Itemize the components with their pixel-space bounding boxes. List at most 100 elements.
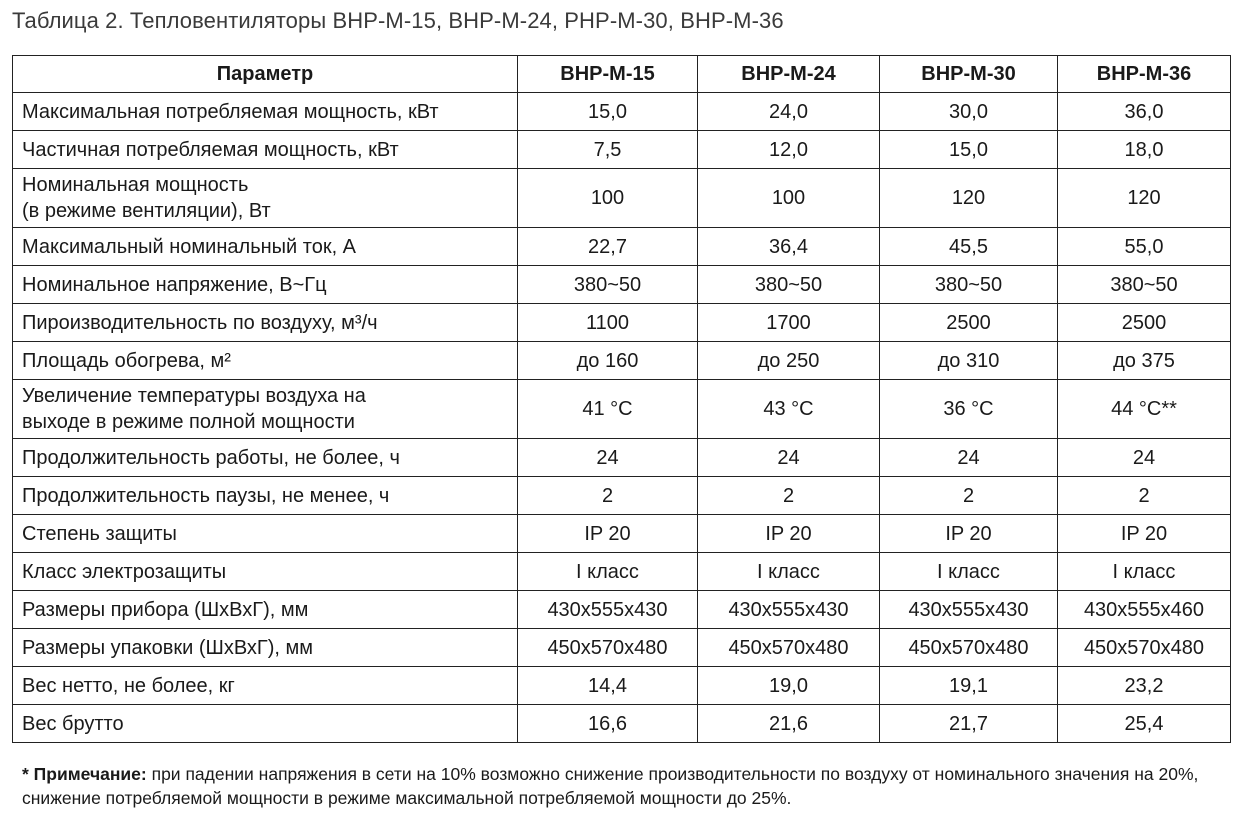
parameter-name: Пироизводительность по воздуху, м³/ч bbox=[22, 311, 378, 334]
parameter-name: Номинальная мощность bbox=[22, 174, 249, 196]
value-cell: 2500 bbox=[879, 303, 1058, 342]
value-cell: 55,0 bbox=[1057, 227, 1231, 266]
value-cell: 450x570x480 bbox=[1057, 628, 1231, 667]
value-cell: 43 °C bbox=[697, 379, 880, 439]
value-cell: 22,7 bbox=[517, 227, 698, 266]
table-header-row: Параметр ВНР-М-15 ВНР-М-24 ВНР-М-30 ВНР-… bbox=[12, 55, 1231, 93]
value-cell: 24 bbox=[879, 438, 1058, 477]
value-cell: 15,0 bbox=[879, 130, 1058, 169]
value-cell: 100 bbox=[517, 168, 698, 228]
value-cell: до 250 bbox=[697, 341, 880, 380]
parameter-cell: Размеры упаковки (ШхВхГ), мм bbox=[12, 628, 518, 667]
value-cell: 36 °C bbox=[879, 379, 1058, 439]
value-cell: 2500 bbox=[1057, 303, 1231, 342]
header-model: ВНР-М-30 bbox=[879, 55, 1058, 93]
value-cell: 430x555x430 bbox=[517, 590, 698, 629]
parameter-cell: Площадь обогрева, м² bbox=[12, 341, 518, 380]
value-cell: 36,0 bbox=[1057, 92, 1231, 131]
value-cell: 7,5 bbox=[517, 130, 698, 169]
parameter-name: Частичная потребляемая мощность, кВт bbox=[22, 138, 399, 161]
value-cell: 36,4 bbox=[697, 227, 880, 266]
parameter-cell: Максимальный номинальный ток, А bbox=[12, 227, 518, 266]
parameter-name: Размеры упаковки (ШхВхГ), мм bbox=[22, 636, 314, 659]
value-cell: 41 °C bbox=[517, 379, 698, 439]
table-row: Увеличение температуры воздуха на выходе … bbox=[12, 379, 1231, 439]
table-row: Максимальный номинальный ток, А 22,7 36,4 4… bbox=[12, 227, 1231, 266]
value-cell: I класс bbox=[517, 552, 698, 591]
value-cell: 15,0 bbox=[517, 92, 698, 131]
value-cell: I класс bbox=[1057, 552, 1231, 591]
value-cell: 120 bbox=[1057, 168, 1231, 228]
value-cell: 12,0 bbox=[697, 130, 880, 169]
value-cell: 380~50 bbox=[1057, 265, 1231, 304]
value-cell: 2 bbox=[517, 476, 698, 515]
specs-table: Параметр ВНР-М-15 ВНР-М-24 ВНР-М-30 ВНР-… bbox=[12, 55, 1231, 743]
table-row: Вес брутто 16,6 21,6 21,7 25,4 bbox=[12, 704, 1231, 743]
value-cell: 24,0 bbox=[697, 92, 880, 131]
value-cell: 45,5 bbox=[879, 227, 1058, 266]
table-row: Класс электрозащиты I класс I класс I класс… bbox=[12, 552, 1231, 591]
value-cell: IP 20 bbox=[879, 514, 1058, 553]
value-cell: 24 bbox=[697, 438, 880, 477]
value-cell: 430x555x430 bbox=[697, 590, 880, 629]
value-cell: 450x570x480 bbox=[697, 628, 880, 667]
value-cell: IP 20 bbox=[1057, 514, 1231, 553]
value-cell: I класс bbox=[697, 552, 880, 591]
parameter-name: Максимальная потребляемая мощность, кВт bbox=[22, 100, 439, 123]
table-row: Размеры упаковки (ШхВхГ), мм 450x570x480 4… bbox=[12, 628, 1231, 667]
header-model: ВНР-М-24 bbox=[697, 55, 880, 93]
parameter-cell: Класс электрозащиты bbox=[12, 552, 518, 591]
value-cell: 19,1 bbox=[879, 666, 1058, 705]
parameter-cell: Частичная потребляемая мощность, кВт bbox=[12, 130, 518, 169]
value-cell: 23,2 bbox=[1057, 666, 1231, 705]
parameter-name: Вес брутто bbox=[22, 712, 124, 735]
value-cell: 14,4 bbox=[517, 666, 698, 705]
value-cell: 450x570x480 bbox=[517, 628, 698, 667]
value-cell: до 375 bbox=[1057, 341, 1231, 380]
parameter-cell: Степень защиты bbox=[12, 514, 518, 553]
value-cell: 100 bbox=[697, 168, 880, 228]
value-cell: 16,6 bbox=[517, 704, 698, 743]
value-cell: 30,0 bbox=[879, 92, 1058, 131]
value-cell: до 160 bbox=[517, 341, 698, 380]
value-cell: 21,7 bbox=[879, 704, 1058, 743]
parameter-name: Размеры прибора (ШхВхГ), мм bbox=[22, 598, 309, 621]
parameter-name-cont: выходе в режиме полной мощности bbox=[22, 411, 355, 433]
table-row: Площадь обогрева, м² до 160 до 250 до 310 до… bbox=[12, 341, 1231, 380]
parameter-name-cont: (в режиме вентиляции), Вт bbox=[22, 200, 271, 222]
value-cell: IP 20 bbox=[517, 514, 698, 553]
value-cell: I класс bbox=[879, 552, 1058, 591]
parameter-name: Продолжительность работы, не более, ч bbox=[22, 446, 400, 469]
value-cell: 450x570x480 bbox=[879, 628, 1058, 667]
parameter-name: Увеличение температуры воздуха на bbox=[22, 385, 366, 407]
parameter-cell: Размеры прибора (ШхВхГ), мм bbox=[12, 590, 518, 629]
footnote: * Примечание: при падении напряжения в с… bbox=[22, 762, 1222, 810]
table-row: Частичная потребляемая мощность, кВт 7,5 1… bbox=[12, 130, 1231, 169]
parameter-name: Номинальное напряжение, В~Гц bbox=[22, 273, 327, 296]
value-cell: 380~50 bbox=[697, 265, 880, 304]
parameter-name: Максимальный номинальный ток, А bbox=[22, 235, 357, 258]
table-row: Степень защиты IP 20 IP 20 IP 20 IP 20 bbox=[12, 514, 1231, 553]
value-cell: 2 bbox=[879, 476, 1058, 515]
value-cell: 120 bbox=[879, 168, 1058, 228]
footnote-label: * Примечание: bbox=[22, 764, 147, 784]
parameter-cell: Максимальная потребляемая мощность, кВт bbox=[12, 92, 518, 131]
table-row: Номинальная мощность (в режиме вентиляции… bbox=[12, 168, 1231, 228]
parameter-name: Продолжительность паузы, не менее, ч bbox=[22, 484, 390, 507]
header-parameter: Параметр bbox=[12, 55, 518, 93]
value-cell: 44 °C** bbox=[1057, 379, 1231, 439]
value-cell: 2 bbox=[697, 476, 880, 515]
value-cell: 380~50 bbox=[879, 265, 1058, 304]
parameter-cell: Пироизводительность по воздуху, м³/ч bbox=[12, 303, 518, 342]
value-cell: до 310 bbox=[879, 341, 1058, 380]
parameter-name: Класс электрозащиты bbox=[22, 560, 227, 583]
value-cell: 19,0 bbox=[697, 666, 880, 705]
parameter-name: Площадь обогрева, м² bbox=[22, 349, 231, 372]
value-cell: IP 20 bbox=[697, 514, 880, 553]
table-row: Размеры прибора (ШхВхГ), мм 430x555x430 43… bbox=[12, 590, 1231, 629]
value-cell: 25,4 bbox=[1057, 704, 1231, 743]
table-row: Вес нетто, не более, кг 14,4 19,0 19,1 23,2 bbox=[12, 666, 1231, 705]
header-model: ВНР-М-15 bbox=[517, 55, 698, 93]
value-cell: 430x555x460 bbox=[1057, 590, 1231, 629]
parameter-cell: Увеличение температуры воздуха на выходе … bbox=[12, 379, 518, 439]
